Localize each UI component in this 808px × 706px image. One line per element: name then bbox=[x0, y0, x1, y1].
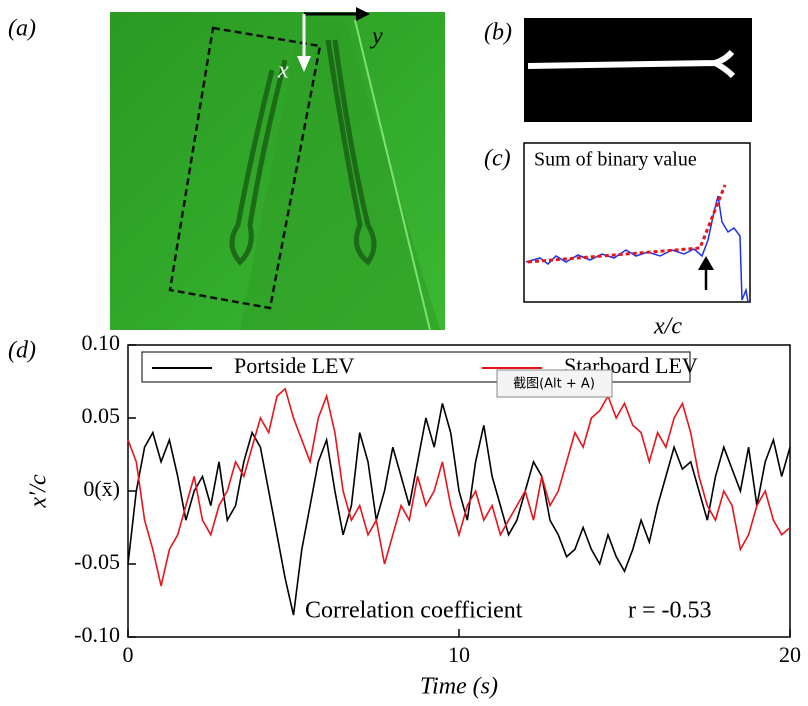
panel-label: (a) bbox=[8, 16, 36, 42]
binary-lev bbox=[527, 49, 736, 79]
fit-line bbox=[527, 184, 727, 264]
tooltip: 截图(Alt + A) bbox=[496, 369, 613, 398]
x-tick-label: 20 bbox=[779, 642, 801, 667]
wing-shadow bbox=[240, 20, 440, 330]
x-axis-label: Time (s) bbox=[420, 674, 498, 700]
series-line bbox=[127, 403, 791, 616]
y-tick-label: 0.05 bbox=[82, 403, 121, 428]
tooltip-text: 截图(Alt + A) bbox=[513, 377, 595, 392]
y-tick-label: -0.10 bbox=[74, 622, 120, 647]
annotation: Correlation coefficient bbox=[305, 598, 523, 624]
tooltip-box bbox=[496, 369, 613, 398]
axis-label: x bbox=[277, 58, 289, 84]
x-tick-label: 10 bbox=[448, 642, 470, 667]
y-tick-label: 0.10 bbox=[82, 330, 121, 355]
plot-frame bbox=[127, 344, 791, 638]
series-line bbox=[127, 387, 791, 587]
binary-image bbox=[524, 18, 752, 122]
panel-label: (c) bbox=[484, 146, 511, 172]
roi-box bbox=[168, 26, 322, 310]
x-tick-label: 0 bbox=[123, 642, 134, 667]
y-tick-label: -0.05 bbox=[74, 549, 120, 574]
panel-label: (b) bbox=[484, 20, 512, 46]
plot-title: Sum of binary value bbox=[534, 149, 697, 171]
lev-port bbox=[229, 59, 288, 266]
panel-label: (d) bbox=[8, 338, 36, 364]
axis-label: y bbox=[370, 24, 383, 50]
axis-label: x/c bbox=[653, 314, 682, 340]
lev-starboard bbox=[325, 39, 377, 266]
y-arrowhead bbox=[356, 7, 370, 21]
legend-label: Portside LEV bbox=[234, 353, 354, 378]
annotation: r = -0.53 bbox=[628, 598, 712, 624]
y-axis-label: x′/c bbox=[26, 474, 52, 509]
y-tick-label: 0(x̄) bbox=[83, 476, 120, 501]
chart: 0.10 0.05 0(x̄) -0.05 -0.100 10 20 Time (s) x′/c… bbox=[26, 330, 802, 699]
arrowhead bbox=[698, 256, 714, 270]
x-arrowhead bbox=[297, 56, 311, 72]
edge bbox=[354, 19, 431, 331]
